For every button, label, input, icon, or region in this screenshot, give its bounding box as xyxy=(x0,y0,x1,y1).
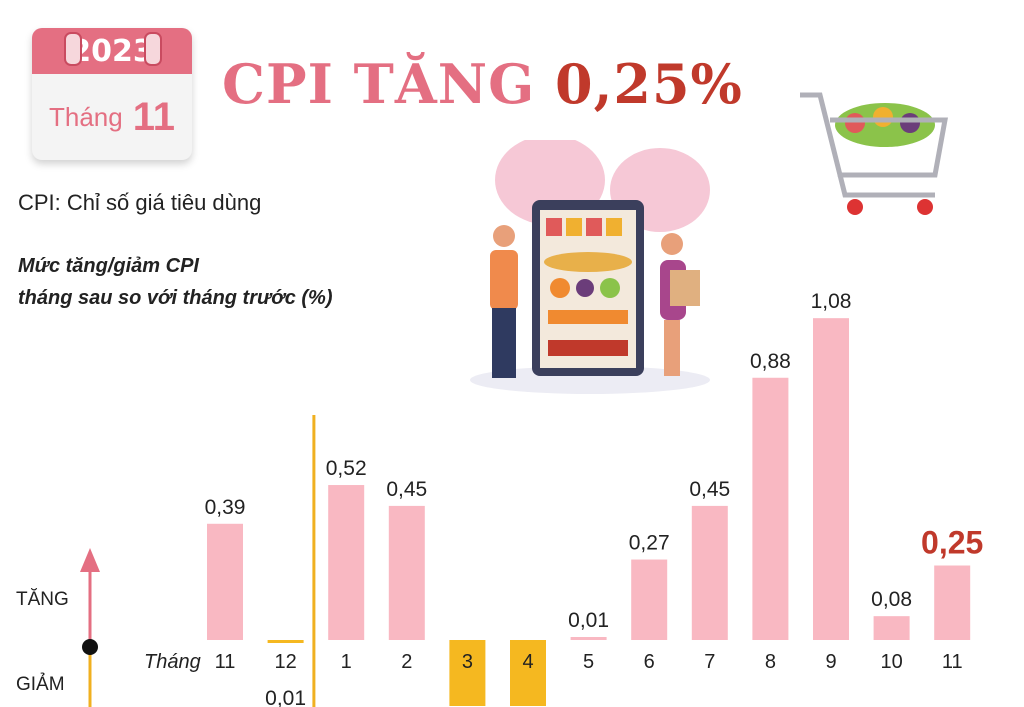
bar-value-label-8: 0,45 xyxy=(689,478,730,501)
bar-value-label-3: 0,45 xyxy=(386,478,427,501)
bar-9 xyxy=(752,377,789,640)
bar-6 xyxy=(570,637,607,640)
x-tick-label-11: 10 xyxy=(880,651,902,673)
headline-prefix: CPI TĂNG xyxy=(222,52,536,116)
x-tick-label-6: 5 xyxy=(583,651,594,673)
bar-value-label-12: 0,25 xyxy=(921,525,983,561)
calendar-month-word: Tháng xyxy=(48,101,123,132)
calendar-badge: 2023 Tháng 11 xyxy=(32,28,192,160)
chart-subtitle: Mức tăng/giảm CPI tháng sau so với tháng… xyxy=(18,250,333,314)
bar-1 xyxy=(267,640,304,643)
bar-value-label-9: 0,88 xyxy=(750,350,791,373)
down-label: GIẢM xyxy=(16,673,65,695)
axis-origin-dot xyxy=(82,639,98,655)
chart-subtitle-line2: tháng sau so với tháng trước (%) xyxy=(18,287,333,309)
x-tick-label-2: 1 xyxy=(341,651,352,673)
up-label: TĂNG xyxy=(16,589,69,610)
cpi-definition: CPI: Chỉ số giá tiêu dùng xyxy=(18,190,262,215)
bar-4 xyxy=(449,640,486,706)
bars-group: 0,39 11 0,01 12 0,52 1 0,45 2 3 4 0,01 5 0,27 6 0,45 7 0… xyxy=(205,290,984,707)
x-tick-label-9: 8 xyxy=(765,651,776,673)
shopper-man-icon xyxy=(490,250,518,310)
headline: CPI TĂNG 0,25% xyxy=(222,52,743,116)
bar-8 xyxy=(691,505,728,640)
calendar-ring-left xyxy=(64,32,82,66)
chart-subtitle-line1: Mức tăng/giảm CPI xyxy=(18,255,199,277)
floor-shadow xyxy=(470,366,710,394)
x-tick-label-4: 3 xyxy=(462,651,473,673)
headline-value: 0,25% xyxy=(555,52,743,116)
x-tick-label-0: 11 xyxy=(215,651,236,673)
calendar-month-number: 11 xyxy=(132,94,176,139)
bar-0 xyxy=(207,523,243,640)
shopping-cart-icon xyxy=(800,92,948,215)
bar-value-label-10: 1,08 xyxy=(811,290,852,313)
x-tick-label-5: 4 xyxy=(522,651,533,673)
bar-2 xyxy=(328,485,365,640)
bar-5 xyxy=(510,640,546,706)
x-tick-label-3: 2 xyxy=(401,651,412,673)
calendar-year: 2023 xyxy=(32,28,192,74)
calendar-body: Tháng 11 xyxy=(32,74,192,160)
x-tick-label-10: 9 xyxy=(825,651,836,673)
x-tick-label-7: 6 xyxy=(644,651,655,673)
bar-value-label-1: 0,01 xyxy=(265,687,306,707)
bar-value-label-11: 0,08 xyxy=(871,588,912,611)
grocery-shop-illustration xyxy=(470,140,710,394)
bar-7 xyxy=(631,559,668,640)
bar-value-label-0: 0,39 xyxy=(205,496,246,519)
x-tick-label-12: 11 xyxy=(942,651,963,673)
bar-value-label-2: 0,52 xyxy=(326,457,367,480)
x-tick-label-8: 7 xyxy=(704,651,715,673)
x-axis-prefix: Tháng xyxy=(144,651,201,673)
up-arrow-head xyxy=(80,548,100,572)
bar-12 xyxy=(934,565,971,640)
x-tick-label-1: 12 xyxy=(274,651,296,673)
bar-value-label-7: 0,27 xyxy=(629,532,670,555)
calendar-ring-right xyxy=(144,32,162,66)
bar-value-label-6: 0,01 xyxy=(568,609,609,632)
bar-11 xyxy=(873,616,910,640)
bar-3 xyxy=(388,505,425,640)
bar-10 xyxy=(813,318,849,640)
